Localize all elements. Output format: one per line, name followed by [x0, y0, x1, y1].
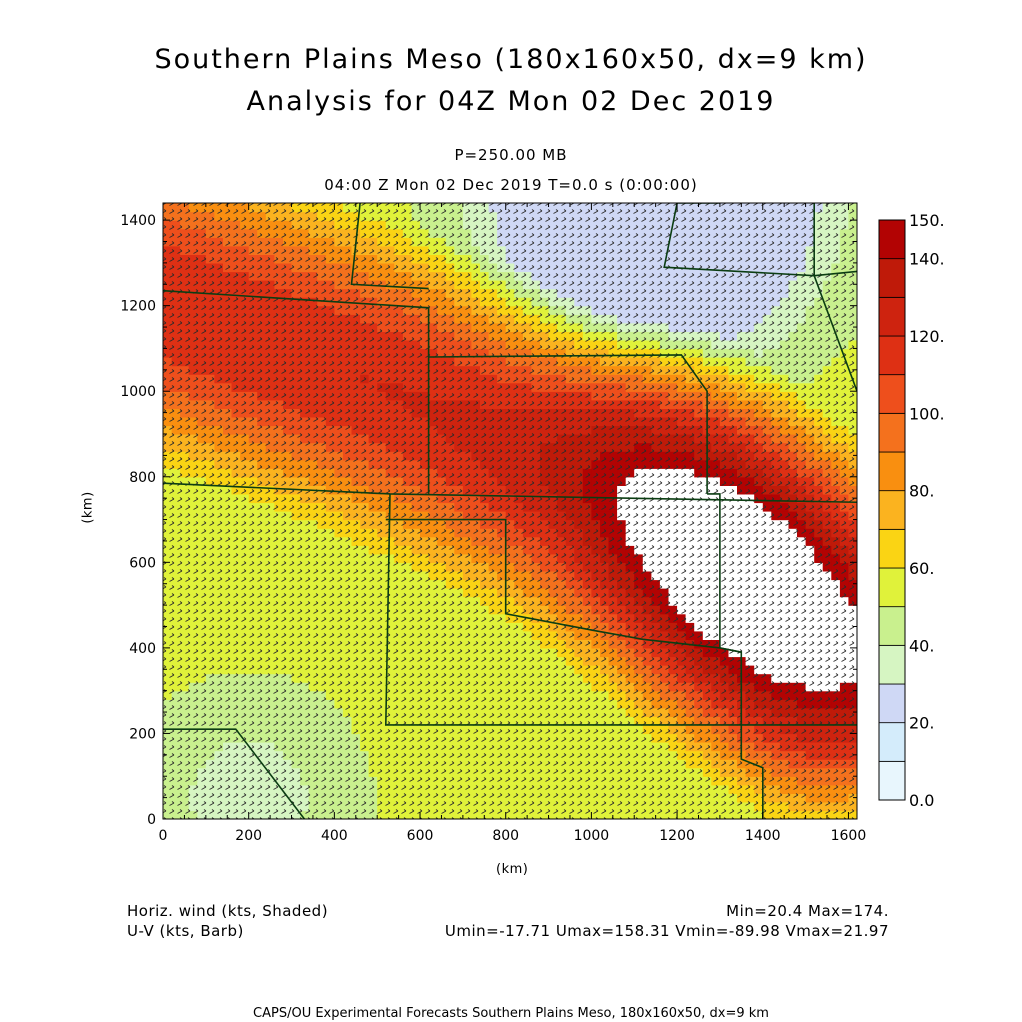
x-tick-label: 200: [235, 828, 262, 844]
colorbar-tick-label: 120.: [909, 327, 945, 346]
colorbar-tick-label: 40.: [909, 636, 934, 655]
y-axis-label: (km): [80, 491, 96, 524]
state-boundary: [428, 354, 708, 494]
state-boundary: [163, 728, 306, 819]
valid-time-label: 04:00 Z Mon 02 Dec 2019 T=0.0 s (0:00:00…: [324, 176, 698, 194]
colorbar-frame: [878, 219, 906, 801]
colorbar-bin: [878, 451, 906, 492]
field-shaded-label: Horiz. wind (kts, Shaded): [127, 902, 329, 920]
y-tick-label: 1200: [120, 299, 156, 315]
title-line-1: Southern Plains Meso (180x160x50, dx=9 k…: [154, 44, 868, 75]
plot-axes: 0 200 400 600 800 1000 1200 1400 1600 0 200 400 600 8…: [120, 202, 867, 844]
state-boundary: [663, 203, 857, 277]
uv-stats: Umin=-17.71 Umax=158.31 Vmin=-89.98 Vmax…: [444, 922, 889, 940]
y-tick-label: 0: [147, 812, 156, 828]
colorbar-bin: [878, 258, 906, 298]
x-tick-label: 1200: [659, 828, 695, 844]
wind-speed-field: [163, 203, 857, 819]
wind-barbs: [163, 203, 857, 819]
state-boundary: [707, 493, 764, 819]
colorbar-bin: [878, 528, 906, 569]
y-tick-label: 1400: [120, 213, 156, 229]
y-tick-label: 600: [129, 555, 156, 571]
y-tick-label: 200: [129, 726, 156, 742]
y-tick-label: 400: [129, 641, 156, 657]
colorbar-tick-label: 150.: [909, 211, 945, 230]
colorbar-bin: [878, 219, 906, 260]
x-tick-label: 1600: [831, 828, 867, 844]
state-boundary: [813, 203, 857, 392]
state-boundary: [163, 289, 430, 494]
colorbar-bin: [878, 606, 906, 646]
colorbar-bin: [878, 722, 906, 762]
colorbar-bin: [878, 760, 906, 801]
plot-frame: [162, 202, 858, 820]
colorbar-bin: [878, 567, 906, 608]
field-barb-label: U-V (kts, Barb): [127, 922, 244, 940]
x-tick-label: 600: [407, 828, 434, 844]
x-tick-label: 400: [321, 828, 348, 844]
colorbar-tick-label: 80.: [909, 482, 934, 501]
colorbar-bin: [878, 490, 906, 530]
state-boundaries: [163, 203, 857, 819]
colorbar-tick-label: 100.: [909, 404, 945, 423]
min-max-stats: Min=20.4 Max=174.: [726, 902, 889, 920]
title-line-2: Analysis for 04Z Mon 02 Dec 2019: [246, 86, 776, 117]
colorbar-tick-label: 0.0: [909, 791, 934, 810]
colorbar-bin: [878, 683, 906, 724]
x-tick-label: 0: [159, 828, 168, 844]
level-label: P=250.00 MB: [454, 146, 568, 164]
colorbar-bin: [878, 644, 906, 685]
y-tick-label: 1000: [120, 384, 156, 400]
x-tick-label: 800: [492, 828, 519, 844]
x-axis-label: (km): [496, 862, 529, 877]
colorbar-tick-label: 20.: [909, 714, 934, 733]
colorbar: 0.0 20. 40. 60. 80. 100. 120. 140. 150.: [878, 211, 945, 810]
colorbar-tick-label: 60.: [909, 559, 934, 578]
state-boundary: [350, 203, 429, 290]
colorbar-bin: [878, 374, 906, 414]
y-tick-label: 800: [129, 470, 156, 486]
colorbar-bin: [878, 412, 906, 453]
state-boundary: [384, 493, 857, 726]
colorbar-bin: [878, 296, 906, 337]
x-tick-label: 1000: [574, 828, 610, 844]
footer-credit: CAPS/OU Experimental Forecasts Southern …: [253, 1006, 769, 1021]
x-tick-label: 1400: [745, 828, 781, 844]
colorbar-tick-label: 140.: [909, 250, 945, 269]
colorbar-bin: [878, 335, 906, 376]
